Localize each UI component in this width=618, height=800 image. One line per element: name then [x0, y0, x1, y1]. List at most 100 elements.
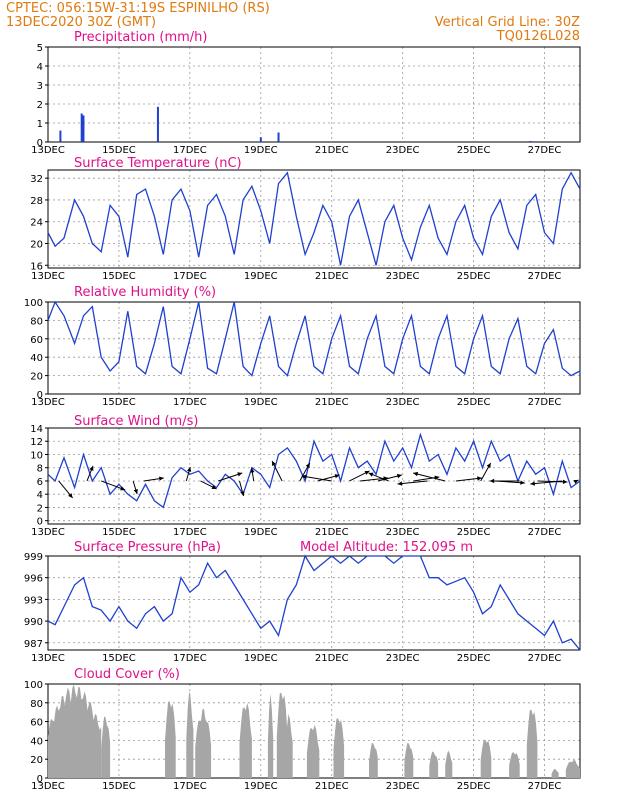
cloud-cover-cloud-block	[565, 759, 580, 778]
precipitation-bar	[529, 141, 532, 142]
cloud-cover-y-tick-label: 60	[30, 718, 43, 729]
pressure-x-tick-label: 17DEC	[173, 653, 207, 664]
precipitation-bar	[82, 115, 85, 142]
cloud-cover-y-tick-label: 0	[37, 774, 43, 785]
wind-wind-arrowhead	[368, 472, 374, 477]
cloud-cover-y-tick-label: 20	[30, 755, 43, 766]
pressure-frame	[47, 555, 581, 651]
cloud-cover-cloud-block	[429, 751, 439, 778]
precipitation-bar	[277, 132, 280, 142]
pressure-series-line	[47, 554, 581, 651]
humidity-y-tick-label: 20	[30, 372, 43, 383]
humidity-x-tick-label: 13DEC	[31, 397, 65, 408]
wind-y-tick-label: 2	[37, 503, 43, 514]
wind-wind-arrowhead	[301, 474, 307, 479]
pressure-x-tick-label: 13DEC	[31, 653, 65, 664]
cloud-cover-x-tick-label: 19DEC	[244, 781, 278, 792]
wind-y-tick-label: 14	[30, 424, 43, 435]
pressure-x-tick-label: 15DEC	[102, 653, 136, 664]
pressure-y-tick-label: 987	[24, 639, 43, 650]
temperature-x-tick-label: 21DEC	[315, 271, 349, 282]
panels-group: Precipitation (mm/h) 13DEC 15DEC 17DEC 19DEC…	[24, 30, 581, 792]
precipitation-y-tick-label: 3	[37, 81, 43, 92]
cloud-cover-cloud-block	[369, 742, 378, 778]
temperature-panel: Surface Temperature (nC) 13DEC 15DEC 17DEC 1…	[30, 156, 581, 282]
precipitation-x-tick-label: 21DEC	[315, 145, 349, 156]
pressure-x-tick-label: 23DEC	[386, 653, 420, 664]
pressure-x-tick-label: 25DEC	[457, 653, 491, 664]
cloud-cover-x-tick-label: 21DEC	[315, 781, 349, 792]
humidity-x-tick-label: 27DEC	[528, 397, 562, 408]
wind-wind-arrowhead	[120, 486, 126, 491]
cloud-cover-cloud-block	[551, 768, 559, 778]
temperature-title: Surface Temperature (nC)	[74, 156, 242, 171]
wind-wind-vector	[301, 475, 332, 482]
wind-wind-arrowhead	[413, 471, 419, 477]
humidity-title: Relative Humidity (%)	[74, 285, 216, 300]
temperature-frame	[47, 169, 581, 269]
cloud-cover-y-tick-label: 80	[30, 699, 43, 710]
precipitation-y-tick-label: 4	[37, 62, 43, 73]
wind-wind-arrowhead	[240, 491, 245, 496]
precipitation-bar	[80, 113, 83, 142]
wind-wind-arrowhead	[133, 489, 138, 494]
temperature-x-tick-label: 23DEC	[386, 271, 420, 282]
wind-wind-arrowhead	[305, 463, 310, 468]
humidity-y-tick-label: 0	[37, 390, 43, 401]
wind-wind-arrowhead	[364, 471, 370, 475]
pressure-x-tick-label: 19DEC	[244, 653, 278, 664]
wind-series-line	[47, 432, 581, 509]
wind-wind-arrowhead	[489, 478, 495, 484]
cloud-cover-x-tick-label: 15DEC	[102, 781, 136, 792]
temperature-x-tick-label: 25DEC	[457, 271, 491, 282]
temperature-y-tick-label: 16	[30, 261, 43, 272]
humidity-x-tick-label: 17DEC	[173, 397, 207, 408]
wind-wind-arrowhead	[530, 481, 535, 486]
pressure-x-tick-label: 27DEC	[528, 653, 562, 664]
cloud-cover-cloud-block	[165, 701, 176, 778]
precipitation-x-tick-label: 15DEC	[102, 145, 136, 156]
wind-y-tick-label: 8	[37, 464, 43, 475]
cloud-cover-cloud-block	[195, 708, 212, 778]
precipitation-y-tick-label: 0	[37, 138, 43, 149]
cloud-cover-x-tick-label: 17DEC	[173, 781, 207, 792]
cloud-cover-cloud-block	[267, 693, 274, 778]
wind-wind-arrowhead	[187, 467, 192, 472]
temperature-y-tick-label: 28	[30, 196, 43, 207]
wind-wind-arrowhead	[477, 476, 482, 481]
cloud-cover-panel: Cloud Cover (%) 13DEC 15DEC 17DEC 19DEC 21DEC…	[24, 667, 581, 792]
wind-wind-arrowhead	[272, 461, 276, 466]
wind-wind-vector	[397, 480, 428, 485]
cloud-cover-cloud-block	[333, 718, 345, 778]
header-station-line: CPTEC: 056:15W-31:19S ESPINILHO (RS)	[6, 1, 270, 16]
precipitation-bar	[156, 106, 159, 142]
precipitation-frame	[47, 46, 581, 143]
wind-y-tick-label: 6	[37, 477, 43, 488]
humidity-y-tick-label: 60	[30, 335, 43, 346]
precipitation-x-tick-label: 23DEC	[386, 145, 420, 156]
temperature-series-line	[47, 171, 581, 266]
precipitation-x-tick-label: 27DEC	[528, 145, 562, 156]
pressure-title: Surface Pressure (hPa)	[74, 540, 221, 555]
cloud-cover-cloud-block	[509, 752, 520, 778]
pressure-panel: Surface Pressure (hPa) 13DEC 15DEC 17DEC 19D…	[24, 540, 581, 664]
wind-wind-arrowhead	[397, 481, 403, 486]
header-vertical-grid-line: Vertical Grid Line: 30Z	[435, 15, 580, 30]
humidity-panel: Relative Humidity (%) 13DEC 15DEC 17DEC 19DE…	[24, 285, 581, 408]
model-altitude-label: Model Altitude: 152.095 m	[300, 540, 473, 555]
wind-x-tick-label: 23DEC	[386, 527, 420, 538]
wind-x-tick-label: 15DEC	[102, 527, 136, 538]
precipitation-bar	[259, 137, 262, 142]
wind-wind-arrowhead	[68, 493, 73, 498]
cloud-cover-cloud-block	[101, 716, 111, 778]
cloud-cover-cloud-block	[239, 702, 252, 778]
cloud-cover-cloud-block	[306, 724, 320, 778]
precipitation-x-tick-label: 13DEC	[31, 145, 65, 156]
humidity-x-tick-label: 21DEC	[315, 397, 349, 408]
pressure-x-tick-label: 21DEC	[315, 653, 349, 664]
wind-y-tick-label: 10	[30, 450, 43, 461]
wind-wind-arrowhead	[573, 480, 579, 484]
humidity-frame	[47, 301, 581, 395]
wind-wind-arrowhead	[250, 468, 255, 473]
